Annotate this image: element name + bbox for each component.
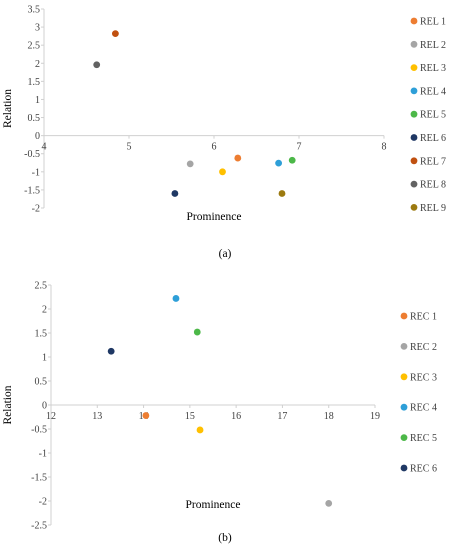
y-tick-label: -2 bbox=[32, 204, 40, 215]
data-point-rec-5 bbox=[193, 328, 201, 336]
x-tick-label: 12 bbox=[46, 411, 56, 422]
x-tick-label: 8 bbox=[382, 142, 387, 153]
y-tick-label: 0.5 bbox=[28, 113, 41, 124]
y-axis-title: Relation bbox=[2, 89, 14, 128]
x-tick-label: 7 bbox=[297, 142, 302, 153]
y-tick-label: 1 bbox=[35, 95, 40, 106]
data-point-rel-4 bbox=[275, 159, 282, 167]
legend-entry: REC 3 bbox=[410, 372, 437, 383]
y-tick-label: -2 bbox=[39, 497, 47, 508]
y-tick-label: 1.5 bbox=[35, 329, 48, 340]
y-tick-label: -0.5 bbox=[24, 149, 40, 160]
chart-b: -2.5-2-1.5-1-0.500.511.522.5121314151617… bbox=[2, 281, 437, 545]
data-point-rel-2 bbox=[186, 160, 194, 168]
x-tick-label: 13 bbox=[92, 411, 102, 422]
x-tick-label: 5 bbox=[127, 142, 132, 153]
legend-marker bbox=[400, 373, 408, 381]
legend-entry: REL 6 bbox=[420, 133, 446, 144]
x-axis-title: Prominence bbox=[186, 499, 241, 511]
y-tick-label: -2.5 bbox=[31, 521, 47, 532]
x-tick-label: 18 bbox=[324, 411, 334, 422]
legend-entry: REC 2 bbox=[410, 342, 437, 353]
y-tick-label: 2 bbox=[35, 59, 40, 70]
data-point-rel-1 bbox=[234, 154, 242, 162]
legend-entry: REL 5 bbox=[420, 110, 446, 121]
y-tick-label: 2.5 bbox=[28, 41, 41, 52]
y-tick-label: 3 bbox=[35, 23, 40, 34]
legend-entry: REC 6 bbox=[410, 464, 437, 475]
legend-marker bbox=[410, 17, 418, 25]
data-point-rel-3 bbox=[219, 168, 226, 176]
legend-entry: REC 4 bbox=[410, 403, 437, 414]
x-tick-label: 4 bbox=[42, 142, 47, 153]
legend-marker bbox=[400, 403, 408, 411]
legend-entry: REL 3 bbox=[420, 63, 446, 74]
x-tick-label: 19 bbox=[370, 411, 380, 422]
legend-entry: REL 8 bbox=[420, 180, 446, 191]
data-point-rec-1 bbox=[142, 412, 150, 419]
data-point-rel-7 bbox=[112, 30, 119, 38]
data-point-rel-6 bbox=[171, 190, 179, 197]
y-tick-label: -1 bbox=[32, 167, 40, 178]
legend-entry: REL 2 bbox=[420, 40, 446, 51]
data-point-rec-2 bbox=[325, 500, 333, 507]
legend-marker bbox=[410, 64, 418, 71]
legend-marker bbox=[400, 312, 408, 320]
chart-caption: (b) bbox=[218, 532, 232, 544]
legend-entry: REL 7 bbox=[420, 156, 446, 167]
legend-marker bbox=[410, 180, 418, 188]
legend-entry: REL 9 bbox=[420, 203, 446, 214]
y-tick-label: 1 bbox=[42, 353, 47, 364]
data-point-rel-8 bbox=[93, 61, 101, 69]
y-tick-label: 2 bbox=[42, 305, 47, 316]
chart-a: -2 -1.5 -1 -0.5 0 0.5 1 1.5 2 2.5 3 3.5 4 5 6 7 8 Promine… bbox=[2, 5, 446, 261]
legend-marker bbox=[410, 110, 418, 118]
data-point-rel-5 bbox=[288, 156, 296, 164]
data-point-rec-3 bbox=[196, 426, 204, 434]
y-tick-label: 0 bbox=[35, 131, 40, 142]
legend-entry: REL 4 bbox=[420, 86, 446, 97]
y-tick-label: -1.5 bbox=[24, 185, 40, 196]
y-tick-label: -1.5 bbox=[31, 473, 47, 484]
y-tick-label: 3.5 bbox=[28, 5, 41, 16]
x-axis-title: Prominence bbox=[187, 211, 242, 223]
y-tick-label: 1.5 bbox=[28, 77, 41, 88]
legend-marker bbox=[410, 204, 418, 211]
x-tick-label: 17 bbox=[277, 411, 287, 422]
x-tick-label: 15 bbox=[185, 411, 195, 422]
legend-marker bbox=[410, 134, 418, 141]
legend-marker bbox=[410, 87, 418, 95]
legend-entry: REC 1 bbox=[410, 312, 437, 323]
legend-marker bbox=[400, 464, 408, 472]
y-tick-label: 0 bbox=[42, 401, 47, 412]
data-point-rec-4 bbox=[172, 295, 180, 302]
y-tick-label: -1 bbox=[39, 449, 47, 460]
legend-marker bbox=[410, 157, 418, 165]
y-tick-label: -0.5 bbox=[31, 425, 47, 436]
legend-marker bbox=[400, 434, 408, 441]
x-tick-label: 16 bbox=[231, 411, 241, 422]
y-tick-label: 2.5 bbox=[35, 281, 48, 292]
data-point-rel-9 bbox=[278, 190, 286, 197]
legend-marker bbox=[400, 343, 408, 350]
data-point-rec-6 bbox=[107, 347, 115, 355]
chart-caption: (a) bbox=[219, 248, 232, 260]
legend-entry: REC 5 bbox=[410, 433, 437, 444]
legend-entry: REL 1 bbox=[420, 17, 446, 28]
legend-marker bbox=[410, 40, 418, 48]
y-tick-label: 0.5 bbox=[35, 377, 48, 388]
x-tick-label: 6 bbox=[212, 142, 217, 153]
y-axis-title: Relation bbox=[2, 385, 14, 424]
